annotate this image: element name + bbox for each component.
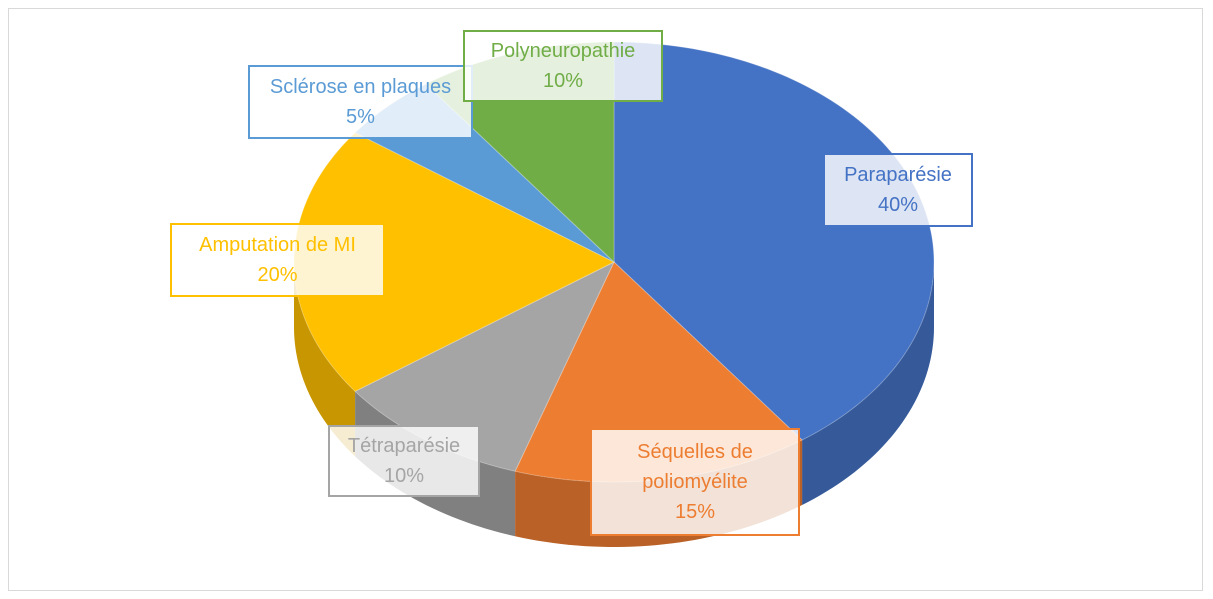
slice-shade: [802, 262, 934, 505]
label-value: 15%: [674, 501, 716, 523]
slice-shade: [294, 262, 356, 457]
label-value: 10%: [542, 70, 584, 92]
data-label: Séquelles de poliomyélite 15%: [590, 428, 800, 536]
label-name: Amputation de MI: [199, 234, 356, 256]
label-name: Polyneuropathie: [490, 40, 636, 62]
label-name: Sclérose en plaques: [269, 76, 452, 98]
data-label: Paraparésie 40%: [823, 153, 973, 227]
label-name: Tétraparésie: [347, 435, 461, 457]
label-name: Paraparésie: [844, 164, 952, 186]
label-value: 20%: [257, 264, 298, 286]
label-value: 5%: [346, 106, 375, 128]
chart-area: [8, 8, 1203, 591]
label-value: 40%: [877, 194, 919, 216]
data-label: Sclérose en plaques 5%: [248, 65, 473, 139]
data-label: Polyneuropathie 10%: [463, 30, 663, 102]
data-label: Amputation de MI 20%: [170, 223, 385, 297]
label-value: 10%: [383, 465, 425, 487]
label-name: Séquelles de poliomyélite: [637, 441, 753, 493]
data-label: Tétraparésie 10%: [328, 425, 480, 497]
slice-side: [294, 262, 356, 457]
slice-side: [802, 262, 934, 505]
